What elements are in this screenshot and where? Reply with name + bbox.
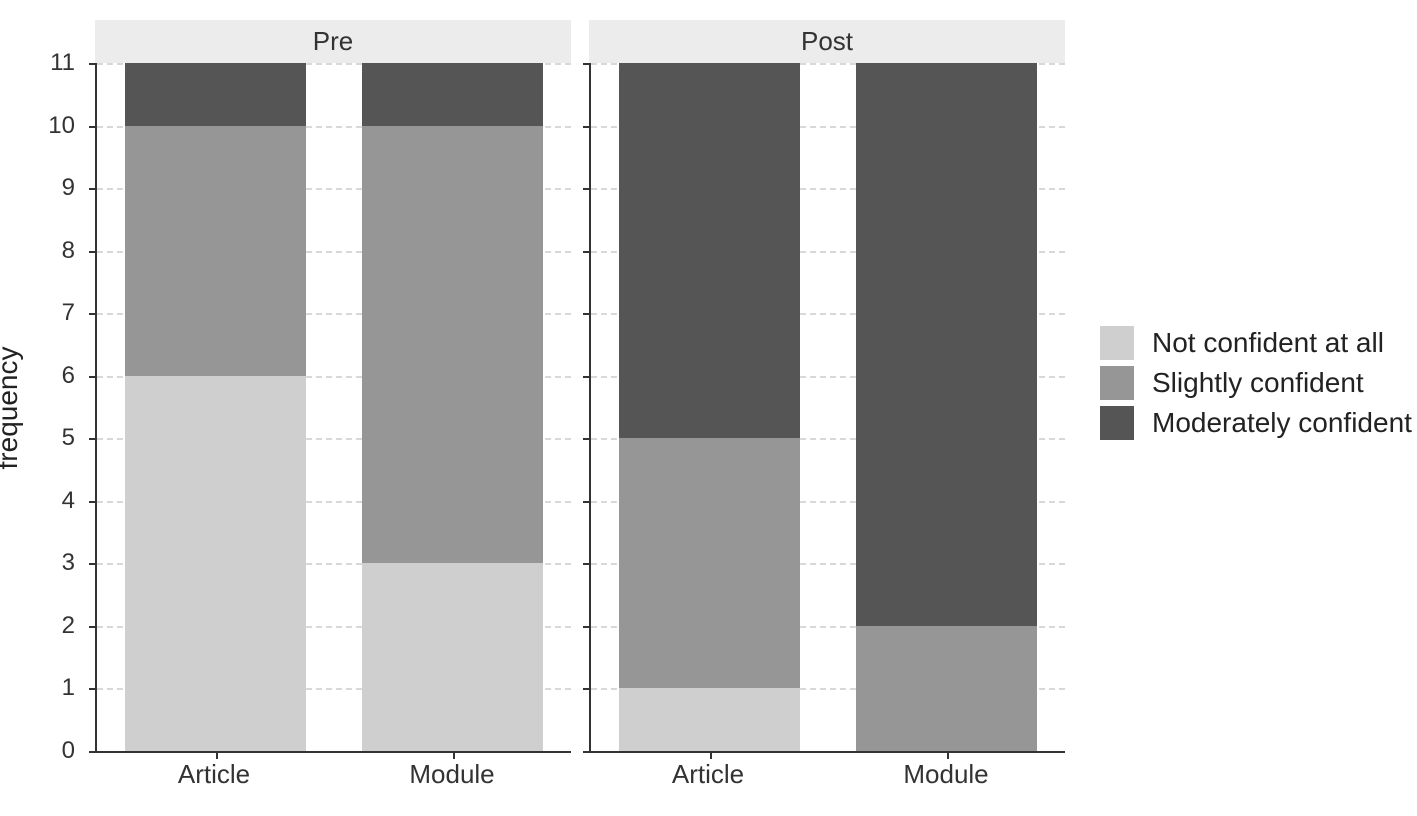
chart-area: Pre01234567891011ArticleModulePostArticl… xyxy=(95,20,1065,790)
x-tick-label: Article xyxy=(95,759,333,790)
y-tick-label: 3 xyxy=(62,549,75,577)
y-tick-mark xyxy=(583,376,591,378)
x-tick-mark xyxy=(947,751,949,759)
y-tick-label: 8 xyxy=(62,237,75,265)
bar-segment xyxy=(619,688,799,751)
y-tick-label: 6 xyxy=(62,362,75,390)
y-tick-mark xyxy=(583,63,591,65)
y-tick-label: 2 xyxy=(62,612,75,640)
y-tick-mark xyxy=(89,751,97,753)
y-tick-mark xyxy=(89,501,97,503)
y-axis-label: frequency xyxy=(0,347,24,470)
bar-segment xyxy=(619,438,799,688)
y-tick-label: 1 xyxy=(62,674,75,702)
chart-wrapper: frequency Pre01234567891011ArticleModule… xyxy=(0,0,1417,816)
legend-item: Not confident at all xyxy=(1100,326,1412,360)
y-tick-mark xyxy=(89,376,97,378)
x-ticks: ArticleModule xyxy=(589,753,1065,790)
legend-swatch xyxy=(1100,366,1134,400)
y-tick-label: 0 xyxy=(62,737,75,765)
x-tick-mark xyxy=(453,751,455,759)
plot-panel: 01234567891011 xyxy=(95,63,571,753)
bar-segment xyxy=(362,563,542,751)
y-tick-mark xyxy=(583,188,591,190)
bar-segment xyxy=(125,63,305,126)
y-tick-mark xyxy=(583,751,591,753)
y-tick-mark xyxy=(583,563,591,565)
bar-segment xyxy=(125,376,305,751)
facet-strip: Pre xyxy=(95,20,571,63)
y-tick-mark xyxy=(89,126,97,128)
y-tick-label: 7 xyxy=(62,299,75,327)
bar xyxy=(856,63,1036,751)
y-tick-mark xyxy=(583,313,591,315)
y-tick-mark xyxy=(583,501,591,503)
legend: Not confident at all Slightly confident Mo… xyxy=(1100,320,1412,446)
y-tick-mark xyxy=(583,438,591,440)
legend-swatch xyxy=(1100,326,1134,360)
legend-item: Moderately confident xyxy=(1100,406,1412,440)
bar-segment xyxy=(125,126,305,376)
y-tick-mark xyxy=(583,688,591,690)
legend-item: Slightly confident xyxy=(1100,366,1412,400)
bar-segment xyxy=(362,63,542,126)
y-tick-mark xyxy=(89,251,97,253)
y-tick-mark xyxy=(89,188,97,190)
y-tick-mark xyxy=(89,438,97,440)
plot-panel xyxy=(589,63,1065,753)
bar-segment xyxy=(856,626,1036,751)
facet-strip: Post xyxy=(589,20,1065,63)
legend-label: Slightly confident xyxy=(1152,367,1364,399)
y-tick-label: 5 xyxy=(62,424,75,452)
y-tick-label: 11 xyxy=(50,49,75,77)
y-tick-mark xyxy=(89,63,97,65)
legend-label: Not confident at all xyxy=(1152,327,1384,359)
bar xyxy=(362,63,542,751)
x-tick-label: Module xyxy=(827,759,1065,790)
bars-layer xyxy=(591,63,1065,751)
x-tick-mark xyxy=(216,751,218,759)
y-tick-label: 9 xyxy=(62,174,75,202)
y-tick-label: 10 xyxy=(48,112,75,140)
y-tick-mark xyxy=(583,626,591,628)
x-ticks: ArticleModule xyxy=(95,753,571,790)
bar xyxy=(125,63,305,751)
y-tick-mark xyxy=(89,313,97,315)
facet-container: Pre01234567891011ArticleModulePostArticl… xyxy=(95,20,1065,790)
facet: Post ArticleModule xyxy=(589,20,1065,790)
x-tick-label: Module xyxy=(333,759,571,790)
bar xyxy=(619,63,799,751)
legend-label: Moderately confident xyxy=(1152,407,1412,439)
bar-segment xyxy=(856,63,1036,626)
y-tick-mark xyxy=(583,126,591,128)
facet: Pre01234567891011ArticleModule xyxy=(95,20,571,790)
y-tick-mark xyxy=(89,563,97,565)
bar-segment xyxy=(362,126,542,564)
x-tick-label: Article xyxy=(589,759,827,790)
y-tick-mark xyxy=(89,626,97,628)
bar-segment xyxy=(619,63,799,438)
y-tick-label: 4 xyxy=(62,487,75,515)
legend-swatch xyxy=(1100,406,1134,440)
bars-layer xyxy=(97,63,571,751)
x-tick-mark xyxy=(710,751,712,759)
y-tick-mark xyxy=(89,688,97,690)
y-tick-mark xyxy=(583,251,591,253)
